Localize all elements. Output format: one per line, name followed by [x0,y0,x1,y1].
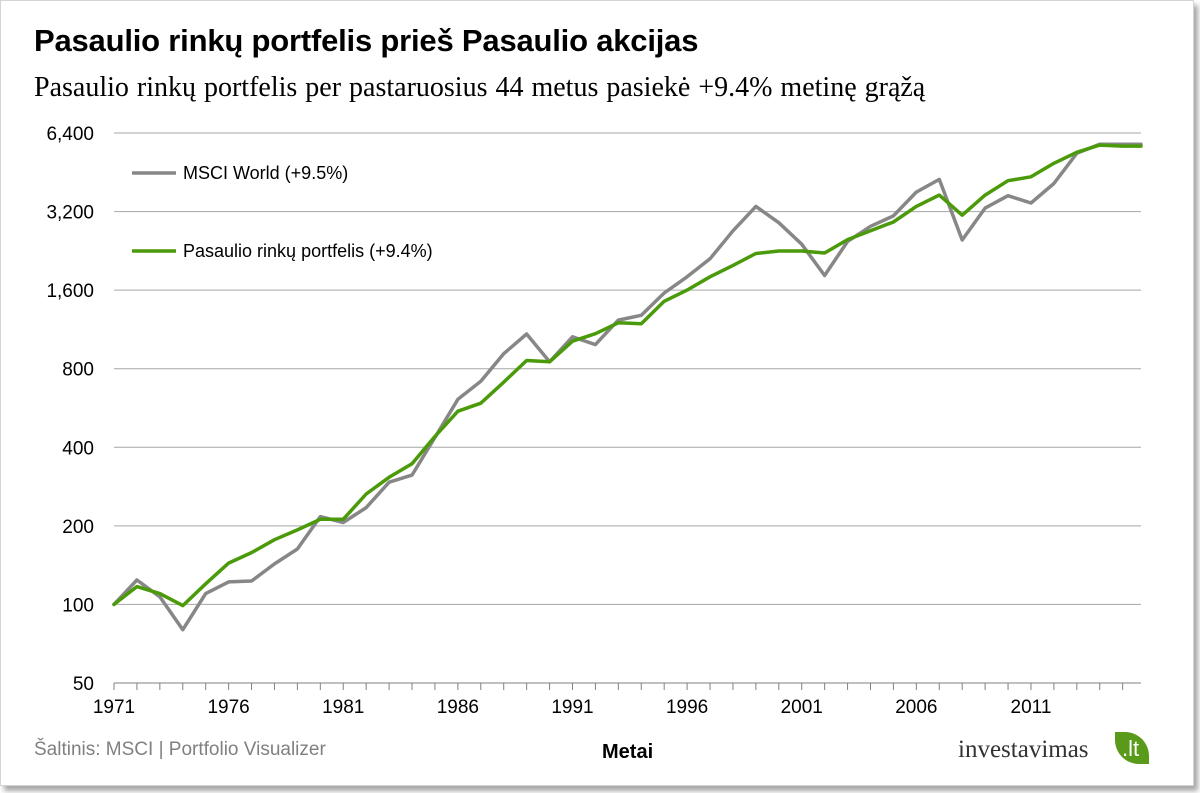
y-tick-label: 50 [73,674,94,695]
x-tick-label: 2001 [781,697,823,718]
logo-suffix: .lt [1122,736,1140,761]
x-tick-label: 1991 [551,697,593,718]
y-tick-label: 400 [62,438,94,459]
y-tick-label: 1,600 [46,281,94,302]
investavimas-logo: investavimas .lt [958,729,1158,775]
y-tick-label: 6,400 [46,124,94,145]
x-axis: 1971 1976 1981 1986 1991 1996 2001 2006 2011 [93,682,1141,718]
x-tick-label: 1986 [437,697,479,718]
x-axis-label: Metai [602,741,654,763]
chart-title: Pasaulio rinkų portfelis prieš Pasaulio … [34,23,699,58]
series-lines [112,142,1143,632]
series-line-world-market-portfolio [112,143,1143,608]
series-line-msci-world [112,142,1143,632]
legend-label: MSCI World (+9.5%) [183,163,348,183]
x-tick-label: 2011 [1011,697,1052,718]
y-tick-label: 3,200 [46,203,94,224]
x-tick-label: 2006 [895,697,937,718]
x-tick-label: 1971 [93,697,135,718]
logo-word: investavimas [958,736,1089,763]
y-tick-label: 200 [62,517,94,538]
y-tick-label: 100 [62,595,94,616]
grid-lines [114,132,1141,605]
y-tick-label: 800 [62,360,94,381]
x-tick-label: 1996 [666,697,708,718]
y-axis-ticks: 50 100 200 400 800 1,600 3,200 6,400 [46,124,94,695]
legend: MSCI World (+9.5%) Pasaulio rinkų portfel… [132,163,433,261]
x-tick-label: 1981 [322,697,364,718]
chart-subtitle: Pasaulio rinkų portfelis per pastaruosiu… [34,72,926,103]
x-tick-label: 1976 [207,697,249,718]
legend-label: Pasaulio rinkų portfelis (+9.4%) [183,241,433,261]
source-note: Šaltinis: MSCI | Portfolio Visualizer [34,739,326,760]
